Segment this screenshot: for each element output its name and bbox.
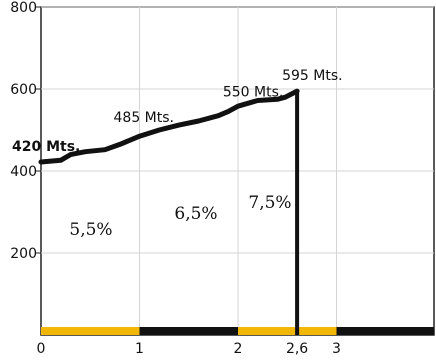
y-tick-label: 400 — [10, 164, 37, 180]
x-tick-label: 2,6 — [286, 341, 308, 357]
distance-bar-segment — [238, 327, 337, 335]
x-tick-label: 3 — [332, 341, 341, 357]
elevation-line — [38, 88, 300, 165]
elevation-annotation: 420 Mts. — [12, 139, 80, 155]
distance-bar-segment — [41, 327, 140, 335]
distance-bar-segment — [336, 327, 434, 335]
y-axis-ticks: 200 400 600 800 — [10, 0, 41, 262]
y-tick-label: 600 — [10, 82, 37, 98]
x-tick-label: 2 — [234, 341, 243, 357]
x-tick-label: 1 — [135, 341, 144, 357]
distance-bar-segment — [139, 327, 238, 335]
y-tick-label: 200 — [10, 246, 37, 262]
series-layer — [38, 88, 300, 335]
grid-lines — [41, 6, 434, 335]
distance-bar — [41, 327, 434, 335]
gradient-label: 7,5% — [248, 193, 291, 213]
x-axis-ticks: 0 1 2 2,6 3 — [37, 341, 341, 357]
gradient-label: 6,5% — [174, 204, 217, 224]
gradient-labels-layer: 5,5% 6,5% 7,5% — [69, 193, 291, 240]
annotations-layer: 420 Mts. 485 Mts. 550 Mts.595 Mts. — [12, 68, 343, 155]
x-tick-label: 0 — [37, 341, 46, 357]
elevation-annotation: 485 Mts. — [114, 110, 174, 126]
elevation-annotation: 595 Mts. — [282, 68, 342, 84]
y-tick-label: 800 — [10, 0, 37, 16]
elevation-annotation: 550 Mts. — [223, 85, 283, 101]
gradient-label: 5,5% — [69, 220, 112, 240]
